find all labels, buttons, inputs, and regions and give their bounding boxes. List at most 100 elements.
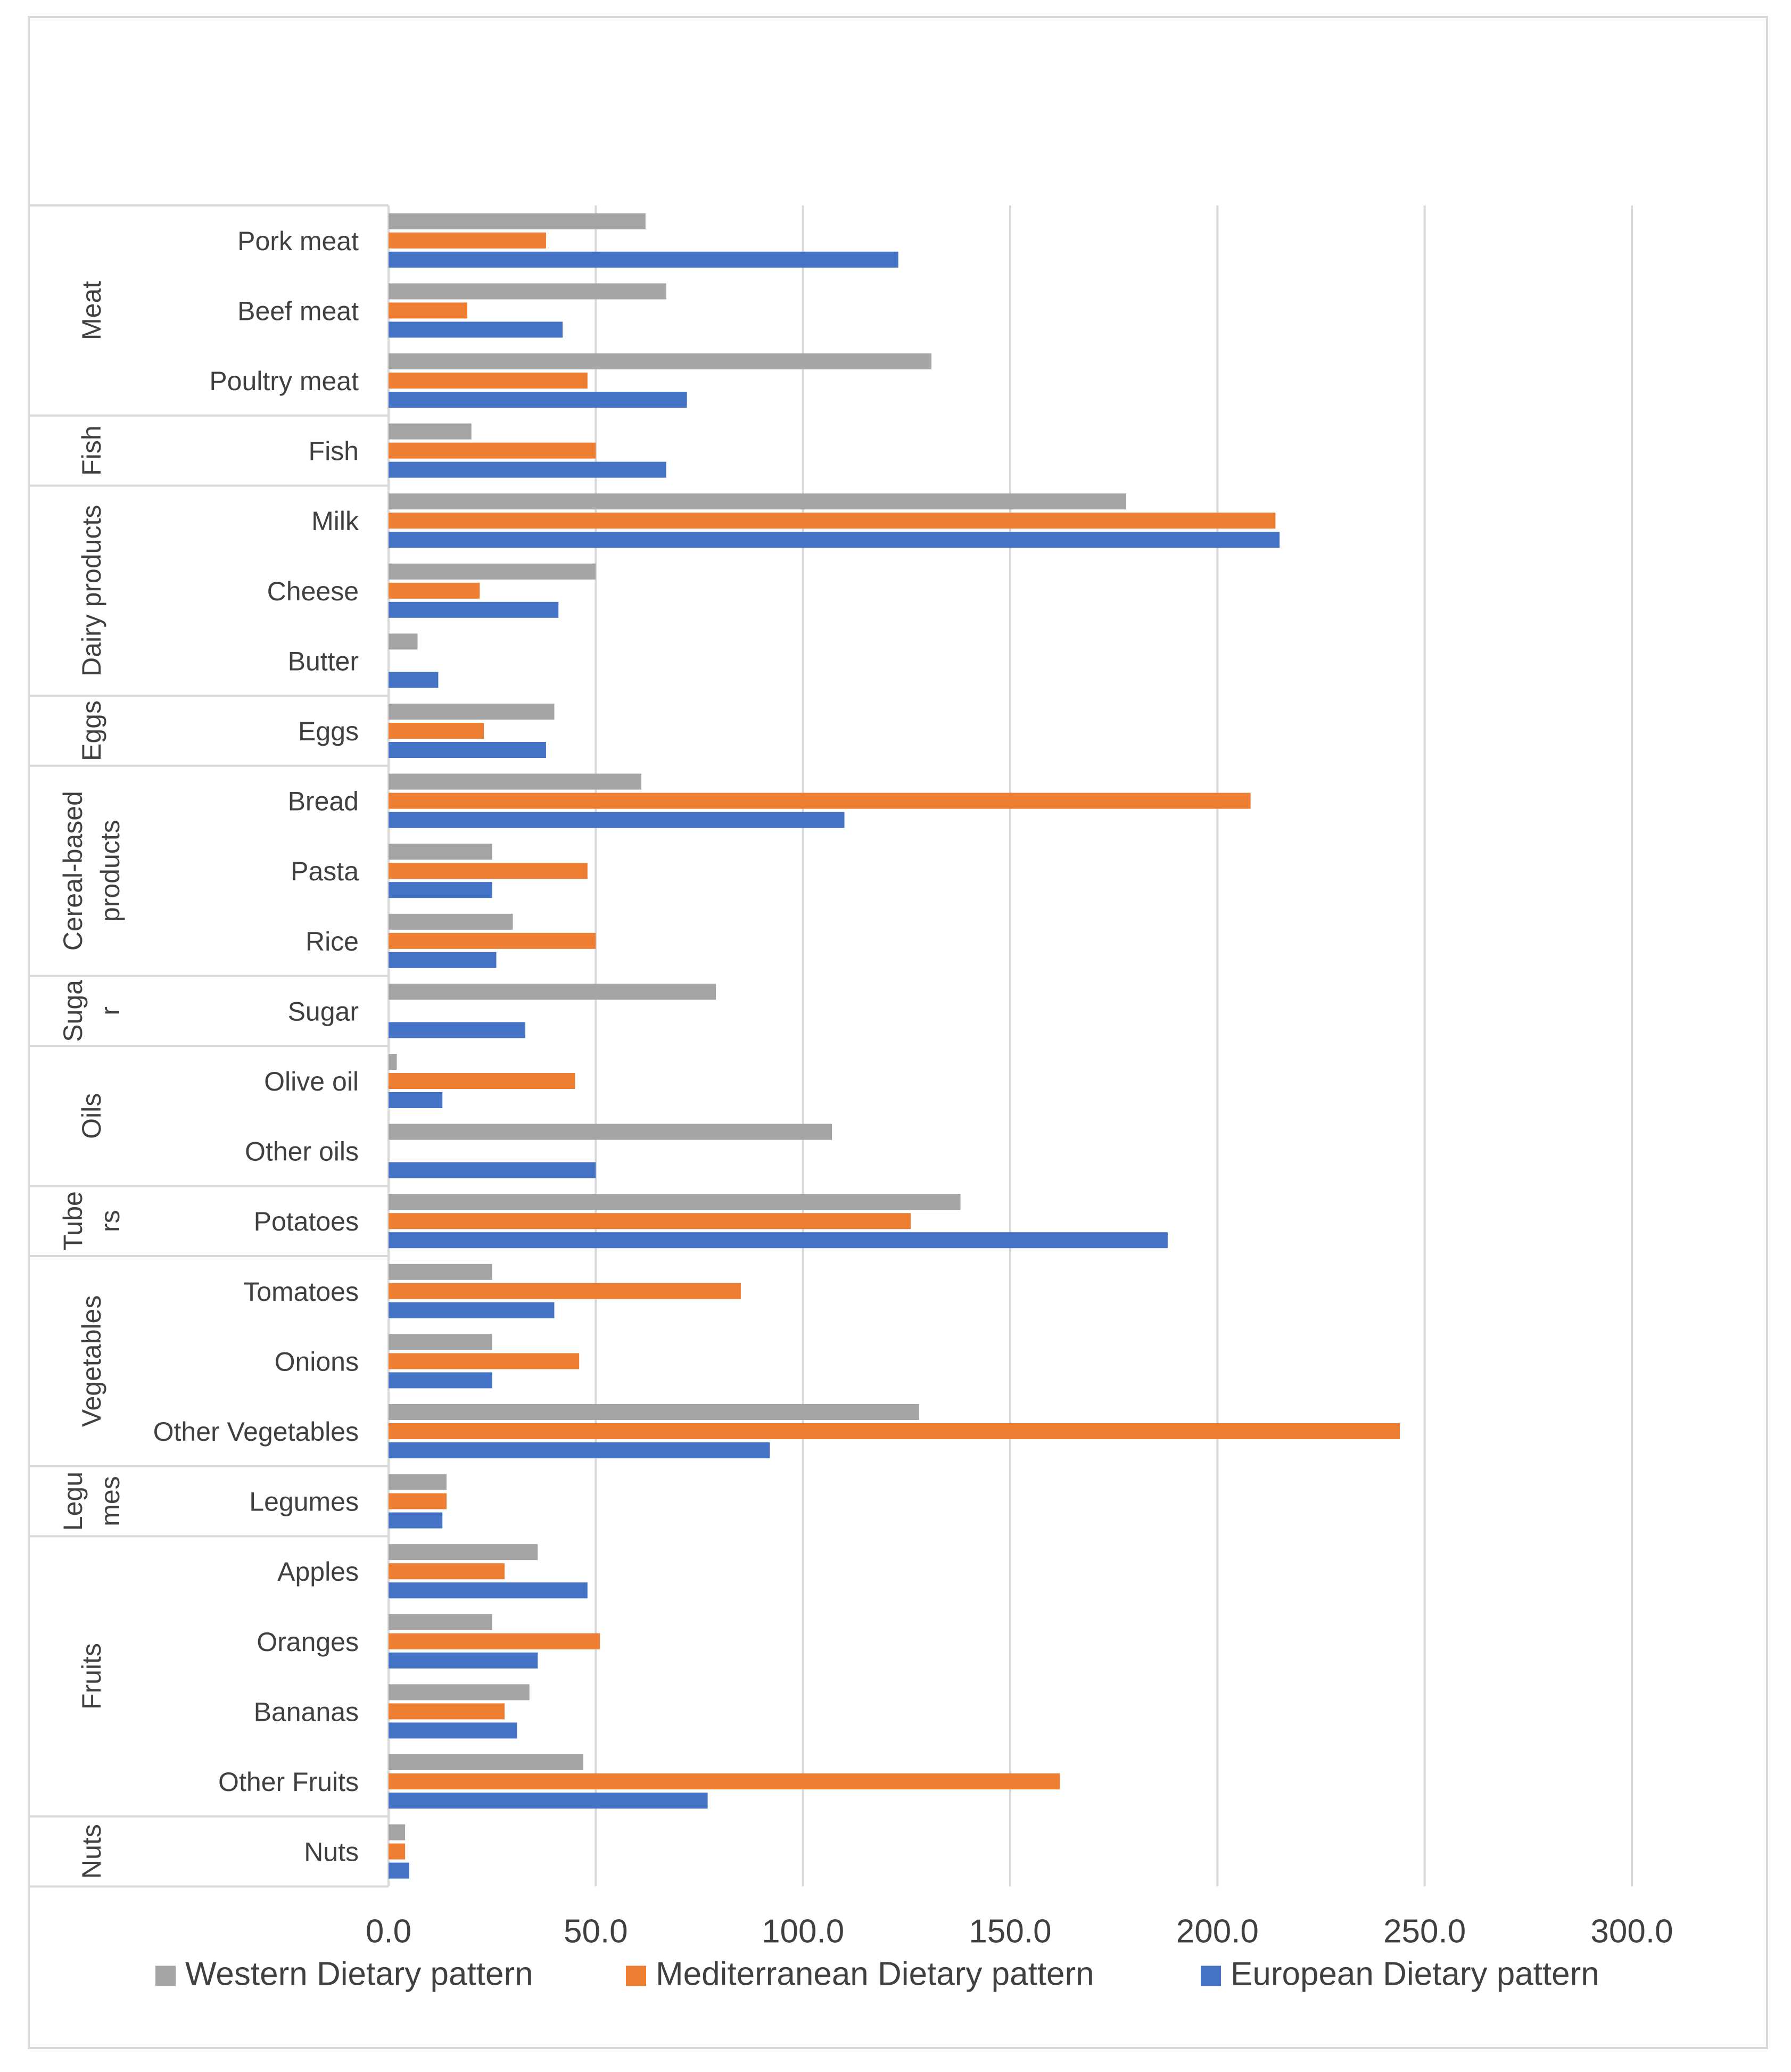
category-label-eggs: Eggs bbox=[298, 716, 359, 746]
bar-european-dietary-pattern-eggs bbox=[389, 742, 546, 758]
bar-european-dietary-pattern-other-fruits bbox=[389, 1793, 708, 1809]
bar-series bbox=[389, 213, 1400, 1879]
bar-european-dietary-pattern-sugar bbox=[389, 1022, 525, 1038]
legend-label-european-dietary-pattern: European Dietary pattern bbox=[1231, 1955, 1599, 1992]
category-label-other-vegetables: Other Vegetables bbox=[153, 1417, 359, 1447]
bar-mediterranean-dietary-pattern-rice bbox=[389, 932, 596, 949]
bar-mediterranean-dietary-pattern-apples bbox=[389, 1563, 505, 1580]
x-tick-label: 150.0 bbox=[969, 1913, 1051, 1950]
category-label-bread: Bread bbox=[288, 787, 359, 816]
bar-western-dietary-pattern-other-fruits bbox=[389, 1754, 583, 1770]
bar-western-dietary-pattern-nuts bbox=[389, 1824, 406, 1840]
category-label-sugar: Sugar bbox=[288, 996, 359, 1026]
bar-mediterranean-dietary-pattern-potatoes bbox=[389, 1213, 911, 1229]
bar-european-dietary-pattern-fish bbox=[389, 461, 666, 478]
group-label-eggs: Eggs bbox=[77, 700, 106, 761]
category-label-fish: Fish bbox=[309, 436, 359, 466]
bar-mediterranean-dietary-pattern-bread bbox=[389, 793, 1251, 809]
category-label-beef-meat: Beef meat bbox=[237, 296, 359, 326]
category-labels: Pork meat Beef meat Poultry meat Fish Milk Ch… bbox=[153, 226, 359, 1867]
bar-mediterranean-dietary-pattern-cheese bbox=[389, 582, 480, 599]
category-label-rice: Rice bbox=[306, 927, 359, 956]
bar-european-dietary-pattern-rice bbox=[389, 952, 497, 968]
bar-mediterranean-dietary-pattern-fish bbox=[389, 442, 596, 459]
bar-european-dietary-pattern-milk bbox=[389, 532, 1280, 548]
bar-mediterranean-dietary-pattern-onions bbox=[389, 1353, 580, 1369]
category-label-pasta: Pasta bbox=[291, 856, 359, 886]
bar-mediterranean-dietary-pattern-milk bbox=[389, 513, 1276, 529]
bar-european-dietary-pattern-beef-meat bbox=[389, 321, 563, 338]
category-label-onions: Onions bbox=[275, 1347, 359, 1376]
bar-western-dietary-pattern-cheese bbox=[389, 563, 596, 580]
bar-mediterranean-dietary-pattern-eggs bbox=[389, 723, 484, 739]
bar-western-dietary-pattern-sugar bbox=[389, 984, 716, 1000]
bar-european-dietary-pattern-oranges bbox=[389, 1652, 538, 1669]
bar-european-dietary-pattern-apples bbox=[389, 1582, 588, 1599]
group-label-sugar: r bbox=[95, 1006, 125, 1016]
x-tick-label: 300.0 bbox=[1590, 1913, 1673, 1950]
bar-european-dietary-pattern-other-oils bbox=[389, 1162, 596, 1178]
bar-western-dietary-pattern-eggs bbox=[389, 704, 555, 720]
category-label-nuts: Nuts bbox=[304, 1837, 359, 1867]
bar-mediterranean-dietary-pattern-bananas bbox=[389, 1703, 505, 1720]
category-label-tomatoes: Tomatoes bbox=[243, 1277, 359, 1307]
group-label-fruits: Fruits bbox=[77, 1643, 106, 1710]
bar-european-dietary-pattern-nuts bbox=[389, 1862, 409, 1879]
bar-western-dietary-pattern-fish bbox=[389, 423, 472, 440]
bar-european-dietary-pattern-legumes bbox=[389, 1512, 443, 1529]
category-label-pork-meat: Pork meat bbox=[237, 226, 359, 256]
bar-european-dietary-pattern-other-vegetables bbox=[389, 1442, 770, 1458]
group-label-fish: Fish bbox=[77, 425, 106, 475]
category-label-cheese: Cheese bbox=[267, 576, 359, 606]
category-label-butter: Butter bbox=[288, 646, 359, 676]
bar-european-dietary-pattern-bananas bbox=[389, 1722, 517, 1739]
x-tick-label: 50.0 bbox=[564, 1913, 628, 1950]
bar-european-dietary-pattern-olive-oil bbox=[389, 1092, 443, 1108]
group-label-legumes: mes bbox=[95, 1476, 125, 1526]
gridlines bbox=[595, 205, 1633, 1887]
bar-western-dietary-pattern-other-oils bbox=[389, 1124, 832, 1140]
bar-western-dietary-pattern-bread bbox=[389, 773, 641, 790]
group-label-cereal-based-products: products bbox=[95, 820, 125, 922]
legend-swatch-western-dietary-pattern bbox=[155, 1966, 176, 1986]
bar-western-dietary-pattern-beef-meat bbox=[389, 283, 666, 300]
group-labels: Meat Fish Dairy products Eggs Cereal-based pr… bbox=[58, 281, 125, 1879]
category-label-poultry-meat: Poultry meat bbox=[209, 366, 359, 396]
bar-chart: Pork meat Beef meat Poultry meat Fish Milk Ch… bbox=[30, 204, 1673, 1992]
bar-mediterranean-dietary-pattern-poultry-meat bbox=[389, 373, 588, 389]
bar-western-dietary-pattern-apples bbox=[389, 1544, 538, 1561]
group-label-nuts: Nuts bbox=[77, 1824, 106, 1879]
bar-european-dietary-pattern-tomatoes bbox=[389, 1302, 555, 1318]
bar-western-dietary-pattern-pork-meat bbox=[389, 213, 646, 229]
bar-european-dietary-pattern-onions bbox=[389, 1372, 492, 1389]
bar-mediterranean-dietary-pattern-pork-meat bbox=[389, 232, 546, 249]
group-label-dairy-products: Dairy products bbox=[77, 505, 106, 676]
group-label-sugar: Suga bbox=[58, 980, 88, 1042]
bar-mediterranean-dietary-pattern-legumes bbox=[389, 1493, 447, 1509]
category-label-other-oils: Other oils bbox=[245, 1137, 359, 1167]
bar-mediterranean-dietary-pattern-beef-meat bbox=[389, 302, 467, 319]
bar-western-dietary-pattern-milk bbox=[389, 493, 1127, 510]
bar-western-dietary-pattern-bananas bbox=[389, 1684, 530, 1700]
legend-label-western-dietary-pattern: Western Dietary pattern bbox=[185, 1955, 533, 1992]
bar-european-dietary-pattern-bread bbox=[389, 812, 845, 828]
category-label-bananas: Bananas bbox=[254, 1697, 359, 1727]
legend: Western Dietary pattern Mediterranean Die… bbox=[155, 1955, 1599, 1992]
group-label-tubers: Tube bbox=[58, 1191, 88, 1251]
bar-european-dietary-pattern-butter bbox=[389, 672, 439, 688]
legend-label-mediterranean-dietary-pattern: Mediterranean Dietary pattern bbox=[656, 1955, 1094, 1992]
bar-western-dietary-pattern-potatoes bbox=[389, 1194, 961, 1210]
category-label-olive-oil: Olive oil bbox=[264, 1067, 359, 1096]
category-label-apples: Apples bbox=[277, 1557, 359, 1587]
category-axis-frame bbox=[30, 204, 390, 1888]
bar-western-dietary-pattern-legumes bbox=[389, 1474, 447, 1490]
bar-mediterranean-dietary-pattern-oranges bbox=[389, 1633, 600, 1649]
bar-western-dietary-pattern-rice bbox=[389, 913, 513, 930]
bar-mediterranean-dietary-pattern-other-vegetables bbox=[389, 1423, 1400, 1439]
group-label-cereal-based-products: Cereal-based bbox=[58, 791, 88, 951]
category-label-milk: Milk bbox=[311, 506, 359, 536]
bar-western-dietary-pattern-oranges bbox=[389, 1614, 492, 1630]
group-label-vegetables: Vegetables bbox=[77, 1295, 106, 1427]
x-tick-label: 100.0 bbox=[762, 1913, 844, 1950]
bar-european-dietary-pattern-poultry-meat bbox=[389, 392, 687, 408]
